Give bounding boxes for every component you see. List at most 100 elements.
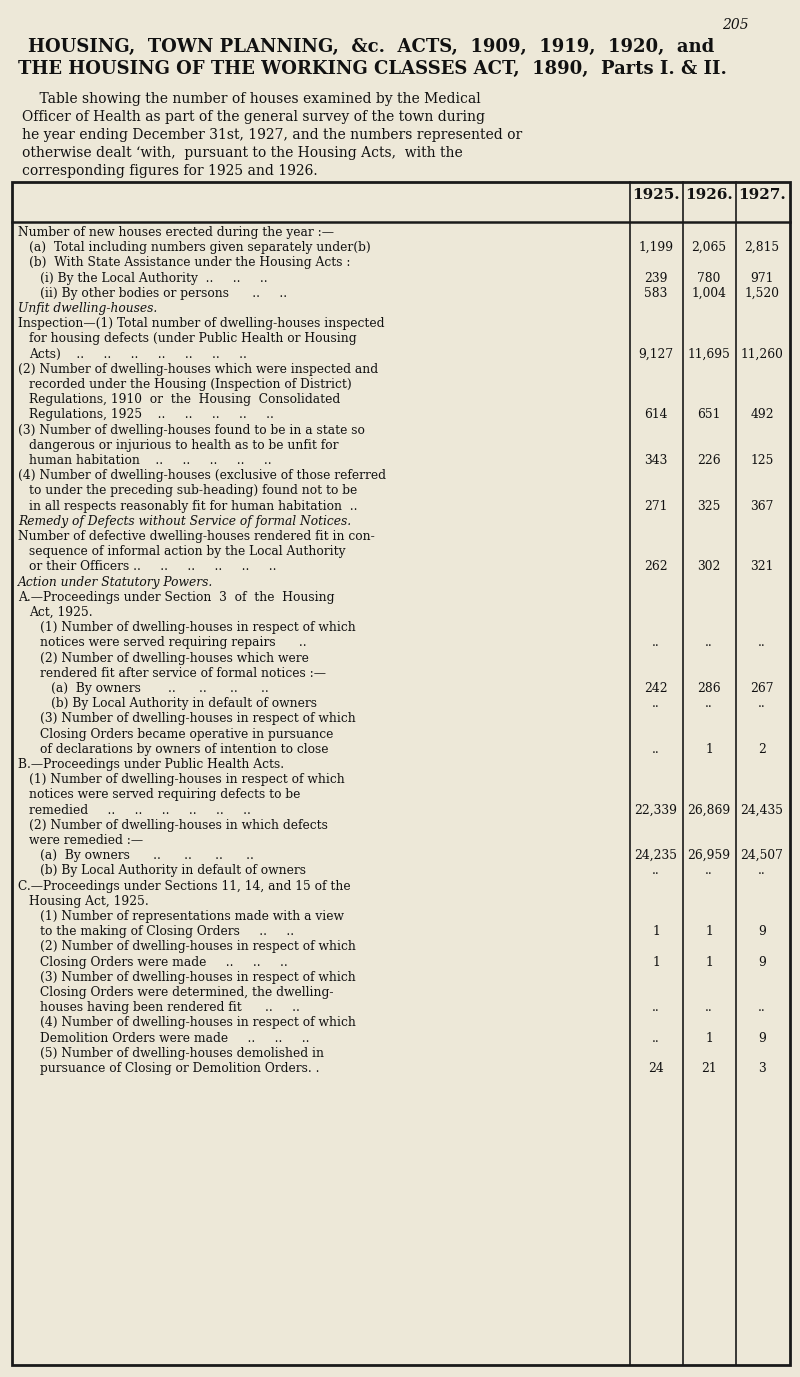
Text: 1,004: 1,004 bbox=[691, 286, 726, 300]
Text: 125: 125 bbox=[750, 454, 774, 467]
Text: 971: 971 bbox=[750, 271, 774, 285]
Text: 11,695: 11,695 bbox=[687, 347, 730, 361]
Text: Closing Orders became operative in pursuance: Closing Orders became operative in pursu… bbox=[40, 727, 334, 741]
Text: 3: 3 bbox=[758, 1062, 766, 1075]
Text: recorded under the Housing (Inspection of District): recorded under the Housing (Inspection o… bbox=[29, 379, 352, 391]
Text: 9: 9 bbox=[758, 925, 766, 938]
Text: 24,435: 24,435 bbox=[741, 804, 783, 817]
Text: Action under Statutory Powers.: Action under Statutory Powers. bbox=[18, 576, 214, 588]
Text: were remedied :—: were remedied :— bbox=[29, 834, 143, 847]
Text: ..: .. bbox=[705, 636, 713, 650]
Text: 367: 367 bbox=[750, 500, 774, 512]
Text: human habitation    ..     ..     ..     ..     ..: human habitation .. .. .. .. .. bbox=[29, 454, 272, 467]
Text: 286: 286 bbox=[697, 682, 721, 695]
Text: 205: 205 bbox=[722, 18, 748, 32]
Text: 780: 780 bbox=[698, 271, 721, 285]
Text: (4) Number of dwelling-houses in respect of which: (4) Number of dwelling-houses in respect… bbox=[40, 1016, 356, 1030]
Text: 21: 21 bbox=[701, 1062, 717, 1075]
Text: 24,507: 24,507 bbox=[741, 850, 783, 862]
Text: Closing Orders were determined, the dwelling-: Closing Orders were determined, the dwel… bbox=[40, 986, 334, 998]
Text: (2) Number of dwelling-houses which were: (2) Number of dwelling-houses which were bbox=[40, 651, 309, 665]
Text: (b)  With State Assistance under the Housing Acts :: (b) With State Assistance under the Hous… bbox=[29, 256, 350, 270]
Text: Closing Orders were made     ..     ..     ..: Closing Orders were made .. .. .. bbox=[40, 956, 288, 968]
Text: rendered fit after service of formal notices :—: rendered fit after service of formal not… bbox=[40, 666, 326, 680]
Text: (3) Number of dwelling-houses in respect of which: (3) Number of dwelling-houses in respect… bbox=[40, 712, 356, 726]
Text: he year ending December 31st, 1927, and the numbers represented or: he year ending December 31st, 1927, and … bbox=[22, 128, 522, 142]
Text: 24,235: 24,235 bbox=[634, 850, 678, 862]
Text: HOUSING,  TOWN PLANNING,  &c.  ACTS,  1909,  1919,  1920,  and: HOUSING, TOWN PLANNING, &c. ACTS, 1909, … bbox=[28, 39, 714, 56]
Text: or their Officers ..     ..     ..     ..     ..     ..: or their Officers .. .. .. .. .. .. bbox=[29, 560, 277, 573]
Text: 9,127: 9,127 bbox=[638, 347, 674, 361]
Text: Number of defective dwelling-houses rendered fit in con-: Number of defective dwelling-houses rend… bbox=[18, 530, 374, 543]
Text: houses having been rendered fit      ..     ..: houses having been rendered fit .. .. bbox=[40, 1001, 300, 1015]
Text: corresponding figures for 1925 and 1926.: corresponding figures for 1925 and 1926. bbox=[22, 164, 318, 178]
Text: to under the preceding sub-heading) found not to be: to under the preceding sub-heading) foun… bbox=[29, 485, 358, 497]
Text: 1: 1 bbox=[705, 956, 713, 968]
Text: 22,339: 22,339 bbox=[634, 804, 678, 817]
Text: THE HOUSING OF THE WORKING CLASSES ACT,  1890,  Parts I. & II.: THE HOUSING OF THE WORKING CLASSES ACT, … bbox=[18, 61, 727, 78]
Text: 325: 325 bbox=[698, 500, 721, 512]
Text: 1927.: 1927. bbox=[738, 189, 786, 202]
Text: 492: 492 bbox=[750, 409, 774, 421]
Text: 242: 242 bbox=[644, 682, 668, 695]
Text: 1: 1 bbox=[652, 956, 660, 968]
Text: Officer of Health as part of the general survey of the town during: Officer of Health as part of the general… bbox=[22, 110, 485, 124]
Text: of declarations by owners of intention to close: of declarations by owners of intention t… bbox=[40, 742, 329, 756]
Text: Remedy of Defects without Service of formal Notices.: Remedy of Defects without Service of for… bbox=[18, 515, 351, 527]
Text: ..: .. bbox=[652, 697, 660, 711]
Text: ..: .. bbox=[758, 636, 766, 650]
Text: ..: .. bbox=[758, 865, 766, 877]
Text: (i) By the Local Authority  ..     ..     ..: (i) By the Local Authority .. .. .. bbox=[40, 271, 268, 285]
Text: ..: .. bbox=[758, 697, 766, 711]
Text: 2: 2 bbox=[758, 742, 766, 756]
Text: Regulations, 1925    ..     ..     ..     ..     ..: Regulations, 1925 .. .. .. .. .. bbox=[29, 409, 274, 421]
Text: for housing defects (under Public Health or Housing: for housing defects (under Public Health… bbox=[29, 332, 357, 346]
Text: ..: .. bbox=[652, 636, 660, 650]
Text: 583: 583 bbox=[644, 286, 668, 300]
Text: 271: 271 bbox=[644, 500, 668, 512]
Text: Number of new houses erected during the year :—: Number of new houses erected during the … bbox=[18, 226, 334, 240]
Text: otherwise dealt ʻwith,  pursuant to the Housing Acts,  with the: otherwise dealt ʻwith, pursuant to the H… bbox=[22, 146, 462, 160]
Text: 239: 239 bbox=[644, 271, 668, 285]
Text: sequence of informal action by the Local Authority: sequence of informal action by the Local… bbox=[29, 545, 346, 558]
Text: (5) Number of dwelling-houses demolished in: (5) Number of dwelling-houses demolished… bbox=[40, 1047, 324, 1060]
Text: 1: 1 bbox=[652, 925, 660, 938]
Text: (1) Number of dwelling-houses in respect of which: (1) Number of dwelling-houses in respect… bbox=[40, 621, 356, 635]
Text: ..: .. bbox=[652, 742, 660, 756]
Text: Housing Act, 1925.: Housing Act, 1925. bbox=[29, 895, 149, 907]
Text: 1: 1 bbox=[705, 1031, 713, 1045]
Text: 1,520: 1,520 bbox=[745, 286, 779, 300]
Text: (a)  By owners       ..      ..      ..      ..: (a) By owners .. .. .. .. bbox=[51, 682, 269, 695]
Text: B.—Proceedings under Public Health Acts.: B.—Proceedings under Public Health Acts. bbox=[18, 757, 284, 771]
Text: notices were served requiring repairs      ..: notices were served requiring repairs .. bbox=[40, 636, 306, 650]
Text: Regulations, 1910  or  the  Housing  Consolidated: Regulations, 1910 or the Housing Consoli… bbox=[29, 394, 340, 406]
Text: A.—Proceedings under Section  3  of  the  Housing: A.—Proceedings under Section 3 of the Ho… bbox=[18, 591, 334, 603]
Text: Inspection—(1) Total number of dwelling-houses inspected: Inspection—(1) Total number of dwelling-… bbox=[18, 317, 385, 330]
Text: (b) By Local Authority in default of owners: (b) By Local Authority in default of own… bbox=[40, 865, 306, 877]
Text: (ii) By other bodies or persons      ..     ..: (ii) By other bodies or persons .. .. bbox=[40, 286, 287, 300]
Text: ..: .. bbox=[705, 1001, 713, 1015]
Text: 1926.: 1926. bbox=[685, 189, 733, 202]
Text: (2) Number of dwelling-houses in which defects: (2) Number of dwelling-houses in which d… bbox=[29, 819, 328, 832]
Text: Unfit dwelling-houses.: Unfit dwelling-houses. bbox=[18, 302, 158, 315]
Text: (1) Number of dwelling-houses in respect of which: (1) Number of dwelling-houses in respect… bbox=[29, 774, 345, 786]
Text: ..: .. bbox=[705, 865, 713, 877]
Text: (3) Number of dwelling-houses in respect of which: (3) Number of dwelling-houses in respect… bbox=[40, 971, 356, 983]
Text: in all respects reasonably fit for human habitation  ..: in all respects reasonably fit for human… bbox=[29, 500, 358, 512]
Text: 2,815: 2,815 bbox=[745, 241, 779, 255]
Text: 1: 1 bbox=[705, 742, 713, 756]
Text: 26,959: 26,959 bbox=[687, 850, 730, 862]
Text: to the making of Closing Orders     ..     ..: to the making of Closing Orders .. .. bbox=[40, 925, 294, 938]
Text: Acts)    ..     ..     ..     ..     ..     ..     ..: Acts) .. .. .. .. .. .. .. bbox=[29, 347, 247, 361]
Text: ..: .. bbox=[652, 1001, 660, 1015]
Text: 9: 9 bbox=[758, 956, 766, 968]
Text: 11,260: 11,260 bbox=[741, 347, 783, 361]
Text: 226: 226 bbox=[697, 454, 721, 467]
Text: (2) Number of dwelling-houses in respect of which: (2) Number of dwelling-houses in respect… bbox=[40, 940, 356, 953]
Text: 651: 651 bbox=[698, 409, 721, 421]
Text: 9: 9 bbox=[758, 1031, 766, 1045]
Text: 1925.: 1925. bbox=[632, 189, 680, 202]
Text: dangerous or injurious to health as to be unfit for: dangerous or injurious to health as to b… bbox=[29, 439, 338, 452]
Text: (b) By Local Authority in default of owners: (b) By Local Authority in default of own… bbox=[51, 697, 317, 711]
Text: ..: .. bbox=[705, 697, 713, 711]
